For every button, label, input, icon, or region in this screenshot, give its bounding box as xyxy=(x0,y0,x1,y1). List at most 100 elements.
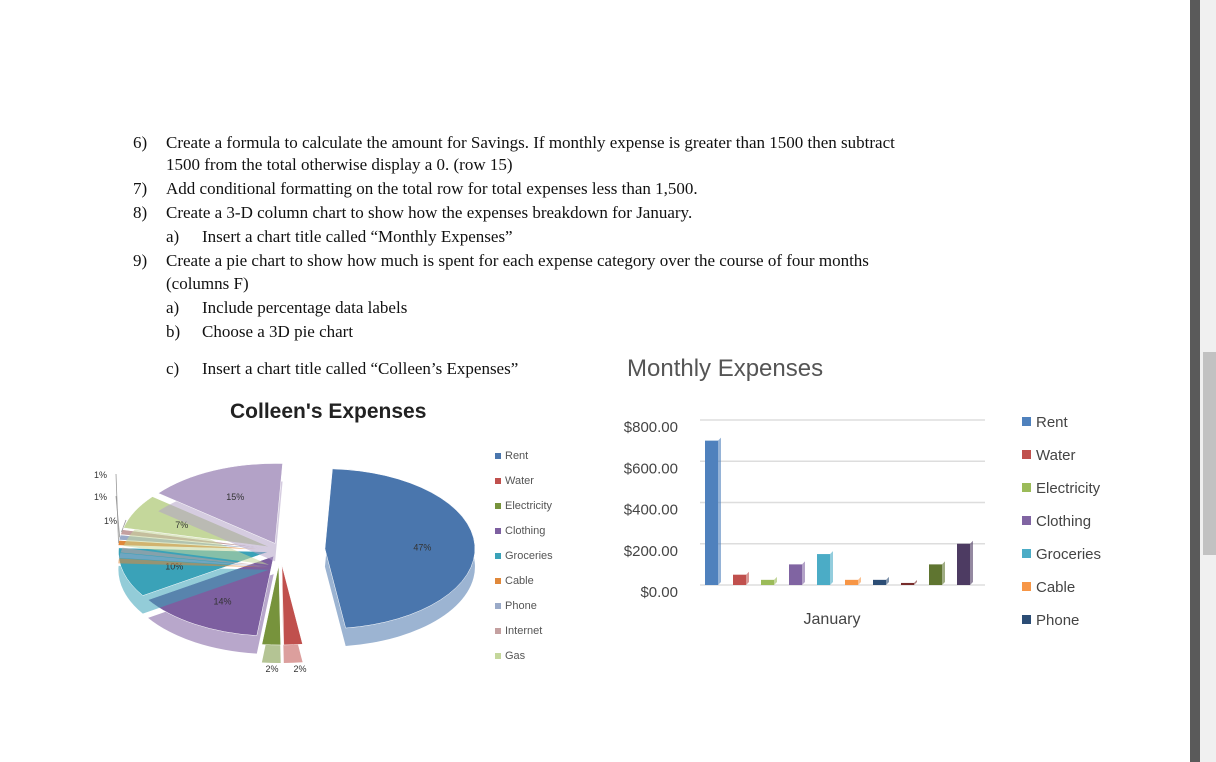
bar-side xyxy=(970,540,973,585)
pie-slice-side xyxy=(118,558,269,568)
instruction-text: Create a 3-D column chart to show how th… xyxy=(166,203,693,222)
pie-data-label: 7% xyxy=(175,520,188,530)
instruction-text: 1500 from the total otherwise display a … xyxy=(166,155,513,174)
bar-side xyxy=(830,551,833,585)
pie-data-label: 1% xyxy=(104,516,117,526)
pie-legend-item: Rent xyxy=(495,450,528,462)
instruction-number: a) xyxy=(166,298,180,317)
pie-slice-side xyxy=(119,552,269,567)
legend-swatch xyxy=(495,528,501,534)
instruction-text: Create a formula to calculate the amount… xyxy=(166,133,895,152)
bar-legend-label: Water xyxy=(1036,447,1075,464)
y-tick-label: $600.00 xyxy=(624,460,678,477)
instruction-number: c) xyxy=(166,359,180,378)
bar xyxy=(733,574,746,585)
legend-swatch xyxy=(495,553,501,559)
pie-legend-item: Phone xyxy=(495,600,537,612)
legend-label: Phone xyxy=(505,600,537,612)
pie-data-label: 1% xyxy=(94,470,107,480)
legend-swatch xyxy=(1022,615,1031,624)
bar-side xyxy=(718,437,721,585)
legend-swatch xyxy=(495,478,501,484)
pie-data-label: 2% xyxy=(265,664,278,674)
column-plot: $800.00 $600.00 $400.00 $200.00 $0.00 Rent Wat… xyxy=(624,414,1101,629)
instruction-text: (columns F) xyxy=(166,274,249,293)
instruction-number: 7) xyxy=(133,179,148,198)
instruction-text: Include percentage data labels xyxy=(202,298,408,317)
legend-swatch xyxy=(1022,516,1031,525)
x-category-label: January xyxy=(804,611,861,628)
bar-legend-label: Groceries xyxy=(1036,546,1101,563)
pie-plot: 47% 2% 2% 14% 10% 1% 1% 1% 7% 15% xyxy=(94,463,476,674)
pie-slice-side xyxy=(120,547,269,567)
bar-side xyxy=(858,576,861,585)
instruction-number: 6) xyxy=(133,133,148,152)
y-tick-label: $800.00 xyxy=(624,419,678,436)
legend-label: Clothing xyxy=(505,525,546,537)
bar xyxy=(705,440,718,585)
pie-legend-item: Internet xyxy=(495,625,542,637)
pie-data-label: 1% xyxy=(94,492,107,502)
legend-swatch xyxy=(495,628,501,634)
bar xyxy=(901,582,914,585)
legend-swatch xyxy=(495,653,501,659)
pie-chart: Colleen's Expenses 47% 2% 2% 14% 10% 1% 1% 1% 7%… xyxy=(80,390,575,690)
legend-label: Water xyxy=(505,475,534,487)
pie-data-label: 15% xyxy=(226,492,244,502)
pie-data-label: 2% xyxy=(293,664,306,674)
scrollbar-thumb[interactable] xyxy=(1203,352,1216,555)
bar xyxy=(817,554,830,585)
instruction-number: 8) xyxy=(133,203,148,222)
instruction-number: b) xyxy=(166,322,181,341)
legend-label: Cable xyxy=(505,575,534,587)
pie-slice xyxy=(281,564,303,646)
y-tick-label: $0.00 xyxy=(640,584,678,601)
bar-side xyxy=(942,561,945,585)
pie-slice xyxy=(157,463,283,544)
bar-legend-label: Clothing xyxy=(1036,513,1091,530)
leader-line xyxy=(121,519,127,533)
bar xyxy=(761,579,774,585)
pie-data-label: 10% xyxy=(165,561,183,571)
bar-legend-label: Phone xyxy=(1036,612,1079,629)
pie-legend-item: Gas xyxy=(495,650,525,662)
bar-side xyxy=(914,579,917,585)
legend-swatch xyxy=(495,503,501,509)
bar-legend-label: Electricity xyxy=(1036,480,1101,497)
bar xyxy=(845,579,858,585)
pie-slice xyxy=(324,468,476,629)
bar-side xyxy=(774,576,777,585)
bar-legend-label: Cable xyxy=(1036,579,1075,596)
bar-side xyxy=(886,576,889,585)
legend-swatch xyxy=(495,603,501,609)
legend-swatch xyxy=(495,453,501,459)
instruction-text: Insert a chart title called “Colleen’s E… xyxy=(202,359,519,378)
pie-legend-item: Cable xyxy=(495,575,534,587)
bar-side xyxy=(746,571,749,585)
pie-chart-title: Colleen's Expenses xyxy=(230,400,427,423)
column-chart-title: Monthly Expenses xyxy=(627,355,824,382)
legend-label: Groceries xyxy=(505,550,553,562)
instruction-text: Insert a chart title called “Monthly Exp… xyxy=(202,227,513,246)
legend-swatch xyxy=(1022,483,1031,492)
instruction-text: Create a pie chart to show how much is s… xyxy=(166,251,869,270)
bar xyxy=(789,564,802,585)
legend-swatch xyxy=(1022,582,1031,591)
vertical-scrollbar[interactable] xyxy=(1200,0,1216,762)
bar xyxy=(873,579,886,585)
instruction-number: a) xyxy=(166,227,180,246)
y-tick-label: $400.00 xyxy=(624,502,678,519)
window-edge xyxy=(1190,0,1200,762)
instruction-text: Choose a 3D pie chart xyxy=(202,322,354,341)
pie-data-label: 14% xyxy=(214,596,232,606)
legend-swatch xyxy=(1022,417,1031,426)
pie-data-label: 47% xyxy=(413,543,431,553)
column-chart: Monthly Expenses $800.00 $600.00 $400.00 $2… xyxy=(600,350,1120,650)
bar xyxy=(929,564,942,585)
pie-legend-item: Electricity xyxy=(495,500,552,512)
legend-swatch xyxy=(1022,450,1031,459)
legend-label: Electricity xyxy=(505,500,553,512)
pie-slice xyxy=(261,564,281,646)
bar-legend-label: Rent xyxy=(1036,414,1069,431)
bar xyxy=(957,543,970,585)
